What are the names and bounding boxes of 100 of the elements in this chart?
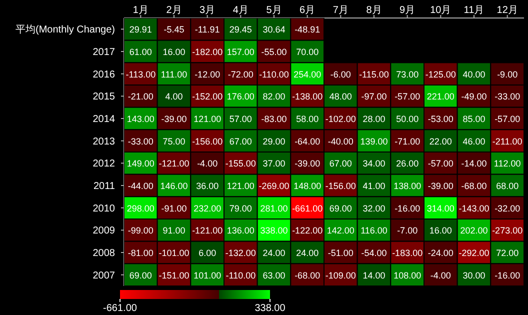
data-label: 29.91: [129, 24, 152, 35]
data-label: -68.00: [461, 181, 487, 191]
data-label: 202.00: [460, 226, 488, 236]
data-label: 16.00: [429, 226, 452, 236]
data-label: -122.00: [292, 226, 323, 236]
data-label: 298.00: [126, 203, 154, 214]
x-tick-label: 6月: [300, 5, 316, 16]
data-label: -102.00: [325, 114, 356, 124]
data-label: -125.00: [425, 69, 456, 80]
data-label: -83.00: [261, 114, 287, 124]
data-label: -91.00: [161, 203, 187, 214]
data-label: -81.00: [128, 248, 154, 258]
data-label: 142.00: [326, 226, 354, 236]
data-label: 29.00: [262, 136, 286, 146]
data-label: 121.00: [194, 114, 222, 124]
x-tick-label: 10月: [430, 5, 452, 16]
x-tick-label: 2月: [166, 5, 182, 16]
data-label: -121.00: [158, 158, 190, 169]
data-label: -269.00: [258, 181, 290, 191]
data-label: -211.00: [492, 136, 522, 146]
data-label: 6.00: [198, 248, 216, 258]
data-label: -143.00: [458, 203, 490, 214]
data-label: -110.00: [226, 270, 256, 280]
data-label: 46.00: [462, 136, 486, 146]
y-tick-label: 2015: [92, 92, 116, 103]
data-label: 70.00: [296, 47, 319, 57]
y-tick-label: 平均(Monthly Change): [16, 24, 115, 36]
data-label: 232.00: [194, 203, 222, 214]
x-tick-label: 8月: [366, 5, 382, 16]
data-label: -57.00: [428, 158, 454, 169]
data-label: 32.00: [362, 203, 386, 214]
data-label: 14.00: [362, 270, 386, 280]
data-label: -11.91: [194, 24, 220, 35]
x-tick-label: 9月: [400, 5, 416, 16]
data-label: -156.00: [325, 181, 356, 191]
data-label: 36.00: [196, 181, 219, 191]
data-label: -16.00: [494, 270, 520, 280]
x-tick-label: 5月: [266, 5, 282, 16]
data-label: 338.00: [260, 226, 288, 236]
data-label: 50.00: [396, 114, 419, 124]
data-label: 40.00: [462, 69, 486, 80]
data-label: -16.00: [394, 203, 420, 214]
data-label: -5.45: [164, 24, 184, 35]
data-label: -64.00: [294, 136, 320, 146]
data-label: -101.00: [158, 248, 190, 258]
data-label: 57.00: [229, 114, 252, 124]
data-label: -21.00: [128, 92, 154, 102]
data-label: -6.00: [330, 69, 351, 80]
data-label: 121.00: [226, 181, 254, 191]
data-label: -32.00: [494, 203, 520, 214]
data-label: 16.00: [162, 47, 186, 57]
data-label: -9.00: [497, 69, 518, 80]
data-label: 72.00: [496, 248, 519, 258]
data-label: 148.00: [294, 181, 322, 191]
data-label: -51.00: [328, 248, 354, 258]
data-label: -152.00: [192, 92, 223, 102]
data-label: 69.00: [129, 270, 152, 280]
data-label: -12.00: [194, 69, 220, 80]
data-label: -53.00: [428, 114, 454, 124]
data-label: -109.00: [325, 270, 356, 280]
data-label: 37.00: [262, 158, 286, 169]
data-label: 67.00: [329, 158, 352, 169]
data-label: -273.00: [492, 226, 523, 236]
data-label: 136.00: [226, 226, 254, 236]
data-label: -39.00: [294, 158, 320, 169]
data-label: -110.00: [259, 69, 289, 80]
data-label: -72.00: [228, 69, 254, 80]
data-label: 63.00: [262, 270, 286, 280]
y-tick-label: 2016: [92, 69, 116, 80]
data-label: 24.00: [296, 248, 319, 258]
data-label: 221.00: [426, 92, 454, 102]
y-tick-label: 2013: [92, 136, 116, 148]
y-tick-label: 2009: [92, 226, 116, 237]
data-label: 68.00: [496, 181, 519, 191]
data-label: 314.00: [426, 203, 454, 214]
data-label: -132.00: [225, 248, 256, 258]
data-label: -4.00: [430, 270, 451, 280]
data-label: 58.00: [296, 114, 319, 124]
y-tick-label: 2012: [92, 158, 116, 170]
data-label: 108.00: [394, 270, 422, 280]
data-label: 112.00: [494, 158, 521, 169]
data-label: -57.00: [394, 92, 420, 102]
data-label: -4.00: [197, 158, 218, 169]
data-label: 22.00: [429, 136, 452, 146]
data-label: 30.00: [462, 270, 486, 280]
data-label: 176.00: [226, 92, 254, 102]
y-tick-label: 2007: [92, 270, 116, 282]
data-label: 75.00: [162, 136, 186, 146]
data-label: 69.00: [329, 203, 352, 214]
data-label: -55.00: [261, 47, 287, 57]
data-label: -99.00: [128, 226, 154, 236]
data-label: 79.00: [229, 203, 252, 214]
data-label: -54.00: [361, 248, 387, 258]
data-label: -182.00: [192, 47, 223, 57]
data-label: 4.00: [165, 92, 183, 102]
y-tick-label: 2008: [92, 248, 116, 259]
data-label: 30.64: [262, 24, 286, 35]
data-label: -113.00: [126, 69, 156, 80]
data-label: -115.00: [359, 69, 389, 80]
x-tick-label: 3月: [200, 5, 216, 16]
